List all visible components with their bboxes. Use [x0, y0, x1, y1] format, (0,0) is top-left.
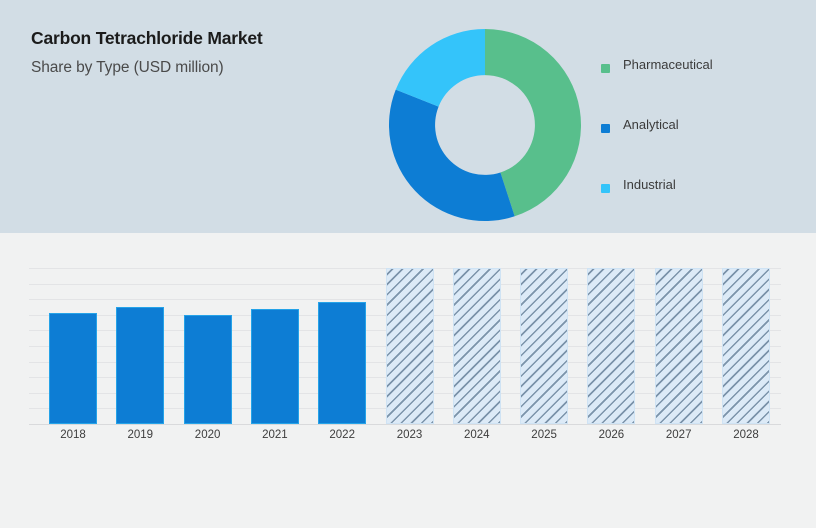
- bar-2018[interactable]: [49, 313, 97, 424]
- legend: Pharmaceutical Analytical Industrial: [601, 56, 801, 236]
- x-axis-tick-labels: 2018 2019 2020 2021 2022 2023 2024 2025 2026 2027…: [29, 429, 781, 451]
- bar-chart-plot-area: [29, 268, 781, 425]
- legend-item-pharmaceutical[interactable]: Pharmaceutical: [601, 56, 801, 116]
- bar-2025[interactable]: [520, 268, 569, 424]
- bar-2027[interactable]: [654, 268, 703, 424]
- bar-2019[interactable]: [116, 307, 165, 424]
- donut-slice-analytical[interactable]: [389, 89, 515, 222]
- x-tick-2022: 2022: [329, 429, 355, 441]
- square-swatch-icon: [601, 124, 610, 133]
- bar-2020[interactable]: [183, 314, 232, 424]
- bottom-panel: 2018 2019 2020 2021 2022 2023 2024 2025 2026 2027…: [0, 233, 816, 528]
- bar-2028[interactable]: [722, 268, 770, 424]
- x-tick-2025: 2025: [531, 429, 557, 441]
- x-tick-2028: 2028: [733, 429, 759, 441]
- x-tick-2027: 2027: [665, 429, 692, 441]
- x-tick-2019: 2019: [127, 429, 154, 441]
- x-tick-2020: 2020: [194, 429, 221, 441]
- bar-series: [29, 268, 781, 424]
- x-tick-2024: 2024: [464, 429, 490, 441]
- legend-label: Industrial: [623, 177, 676, 192]
- bar-2021[interactable]: [250, 308, 299, 424]
- legend-label: Pharmaceutical: [623, 57, 713, 72]
- donut-chart: [387, 27, 583, 223]
- bar-2026[interactable]: [587, 268, 636, 424]
- legend-item-industrial[interactable]: Industrial: [601, 176, 801, 236]
- x-tick-2026: 2026: [598, 429, 625, 441]
- donut-chart-svg: [389, 29, 581, 222]
- square-swatch-icon: [601, 184, 610, 193]
- legend-label: Analytical: [623, 117, 679, 132]
- donut-slice-industrial[interactable]: [395, 29, 485, 107]
- legend-item-analytical[interactable]: Analytical: [601, 116, 801, 176]
- x-tick-2021: 2021: [262, 429, 288, 441]
- square-swatch-icon: [601, 64, 610, 73]
- x-tick-2023: 2023: [396, 429, 423, 441]
- page-title: Carbon Tetrachloride Market: [31, 28, 263, 48]
- bar-2023[interactable]: [385, 268, 434, 424]
- bar-2022[interactable]: [318, 302, 367, 424]
- donut-slice-pharmaceutical[interactable]: [485, 29, 581, 217]
- gridline: [29, 424, 781, 425]
- top-panel: Carbon Tetrachloride Market Share by Typ…: [0, 0, 816, 233]
- bar-2024[interactable]: [452, 268, 501, 424]
- x-tick-2018: 2018: [60, 429, 86, 441]
- page-subtitle: Share by Type (USD million): [31, 58, 224, 76]
- donut-slices: [389, 29, 581, 222]
- title-block: Carbon Tetrachloride Market Share by Typ…: [31, 28, 371, 77]
